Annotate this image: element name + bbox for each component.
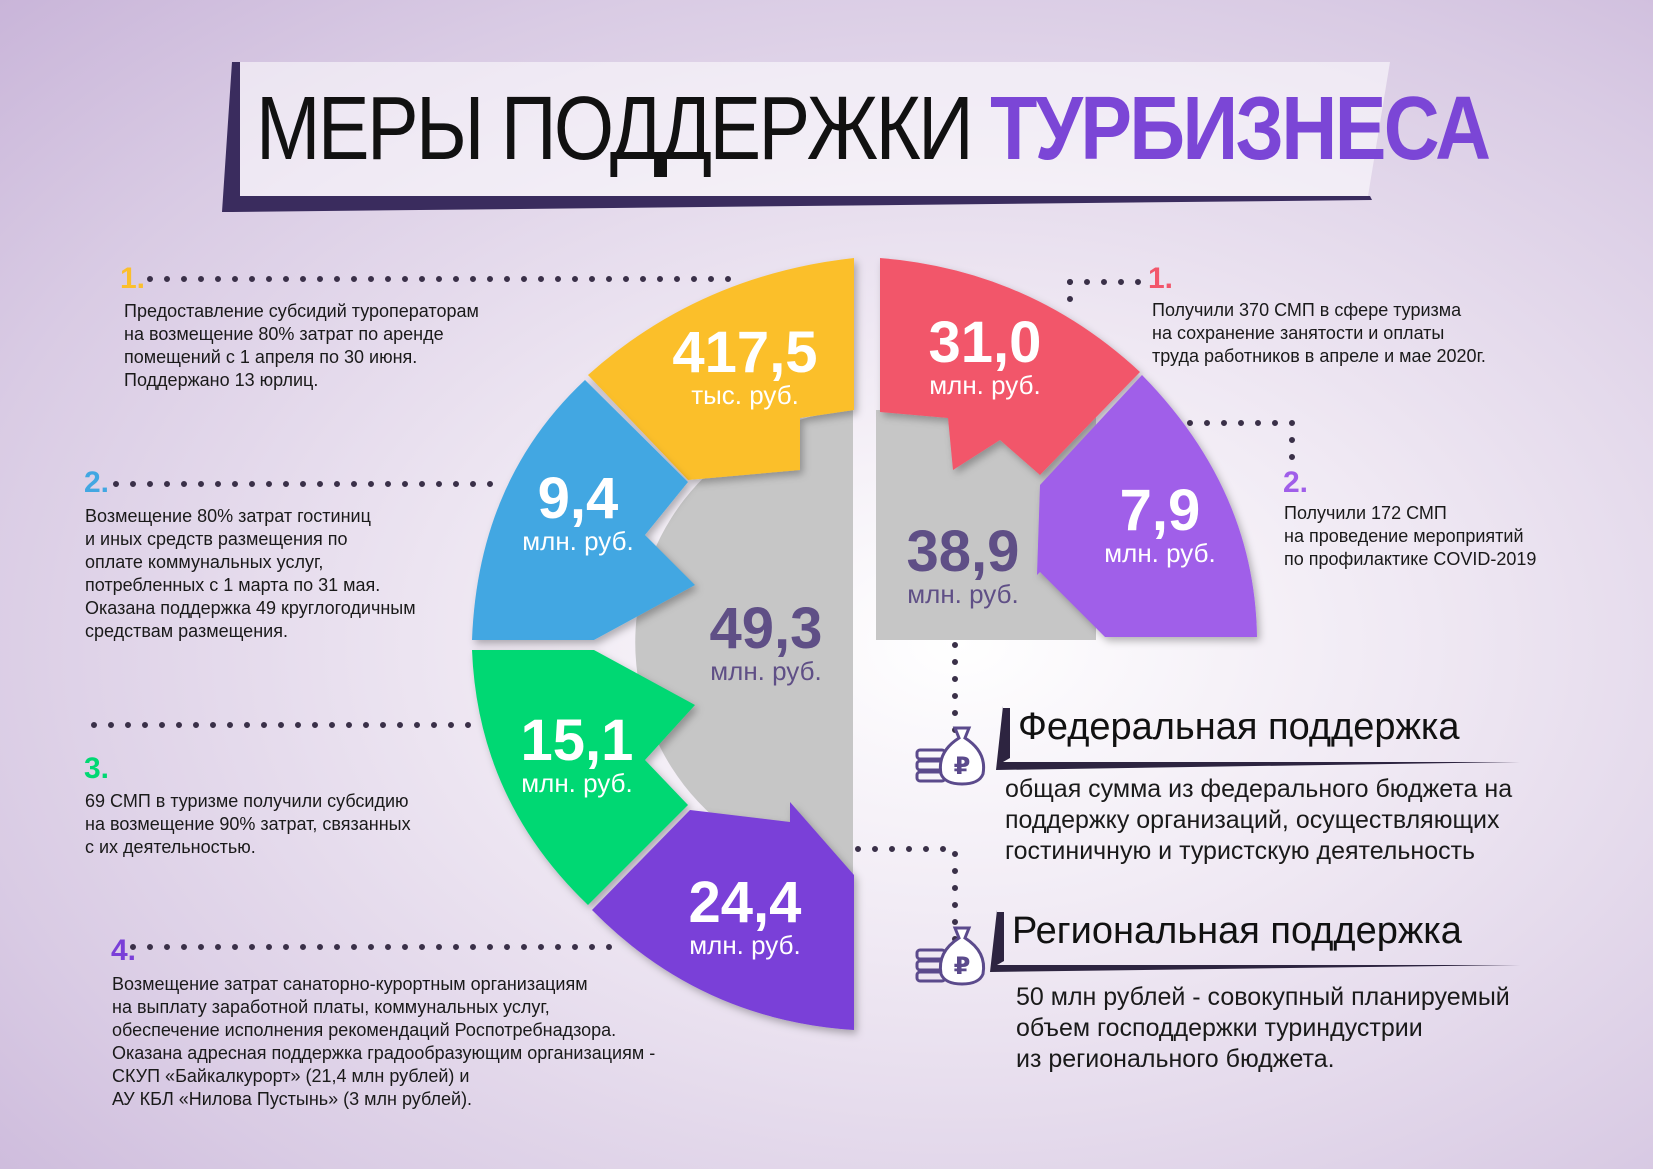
federal-support-text: общая сумма из федерального бюджета на по… bbox=[1005, 775, 1513, 865]
federal-center-unit: млн. руб. bbox=[907, 579, 1018, 609]
regional-support-title: Региональная поддержка bbox=[1012, 910, 1462, 952]
right-item-1-number: 1. bbox=[1148, 262, 1174, 295]
left-item-1-text: Предоставление субсидий туроператорам на … bbox=[124, 301, 479, 390]
regional-slice-3-unit: млн. руб. bbox=[521, 768, 632, 798]
left-item-3-text: 69 СМП в туризме получили субсидию на воз… bbox=[85, 791, 411, 857]
regional-slice-3 bbox=[472, 650, 695, 905]
federal-slice-2 bbox=[1037, 375, 1257, 637]
regional-center-fill bbox=[635, 410, 853, 875]
regional-slice-4-unit: млн. руб. bbox=[689, 930, 800, 960]
regional-slice-1 bbox=[588, 258, 854, 480]
left-item-3-number: 3. bbox=[84, 752, 110, 785]
regional-slice-3-value: 15,1 bbox=[521, 708, 634, 773]
right-item-1-text: Получили 370 СМП в сфере туризма на сохра… bbox=[1152, 300, 1486, 366]
regional-slice-2-value: 9,4 bbox=[538, 466, 619, 531]
title-banner bbox=[222, 62, 1390, 212]
regional-center-unit: млн. руб. bbox=[710, 656, 821, 686]
money-bag-coins-icon: ₽ bbox=[915, 726, 986, 786]
left-item-1-number: 1. bbox=[120, 262, 146, 295]
leader-lines bbox=[91, 276, 1295, 950]
ruble-symbol: ₽ bbox=[954, 952, 971, 980]
federal-slice-1-unit: млн. руб. bbox=[929, 370, 1040, 400]
regional-slice-4-value: 24,4 bbox=[689, 870, 802, 935]
left-item-4-number: 4. bbox=[111, 934, 137, 967]
money-bag-coins-icon: ₽ bbox=[915, 926, 986, 986]
leader-line-right-2 bbox=[1187, 420, 1295, 463]
title-main: МЕРЫ ПОДДЕРЖКИ bbox=[256, 79, 974, 179]
regional-slice-2 bbox=[472, 380, 695, 640]
regional-center-value: 49,3 bbox=[710, 596, 823, 661]
federal-slice-2-value: 7,9 bbox=[1120, 478, 1201, 543]
federal-support-title: Федеральная поддержка bbox=[1018, 706, 1460, 748]
regional-slice-1-unit: тыс. руб. bbox=[691, 380, 799, 410]
federal-slice-2-unit: млн. руб. bbox=[1104, 538, 1215, 568]
page-title: МЕРЫ ПОДДЕРЖКИ ТУРБИЗНЕСА bbox=[256, 78, 1491, 181]
regional-slice-1-value: 417,5 bbox=[672, 320, 817, 385]
federal-slice-1-value: 31,0 bbox=[929, 310, 1042, 375]
right-item-2-text: Получили 172 СМП на проведение мероприяти… bbox=[1284, 503, 1537, 569]
leader-line-regional bbox=[855, 846, 958, 949]
regional-slice-2-unit: млн. руб. bbox=[522, 526, 633, 556]
left-item-4-text: Возмещение затрат санаторно-курортным ор… bbox=[112, 974, 656, 1109]
federal-center-value: 38,9 bbox=[907, 519, 1020, 584]
title-accent: ТУРБИЗНЕСА bbox=[990, 79, 1491, 179]
regional-support-text: 50 млн рублей - совокупный планируемый об… bbox=[1016, 983, 1510, 1073]
regional-slice-4 bbox=[592, 802, 854, 1030]
right-item-2-number: 2. bbox=[1283, 466, 1309, 499]
left-item-2-text: Возмещение 80% затрат гостиниц и иных сре… bbox=[85, 506, 416, 641]
ruble-symbol: ₽ bbox=[954, 752, 971, 780]
left-item-2-number: 2. bbox=[84, 466, 110, 499]
federal-slice-1 bbox=[880, 258, 1140, 475]
